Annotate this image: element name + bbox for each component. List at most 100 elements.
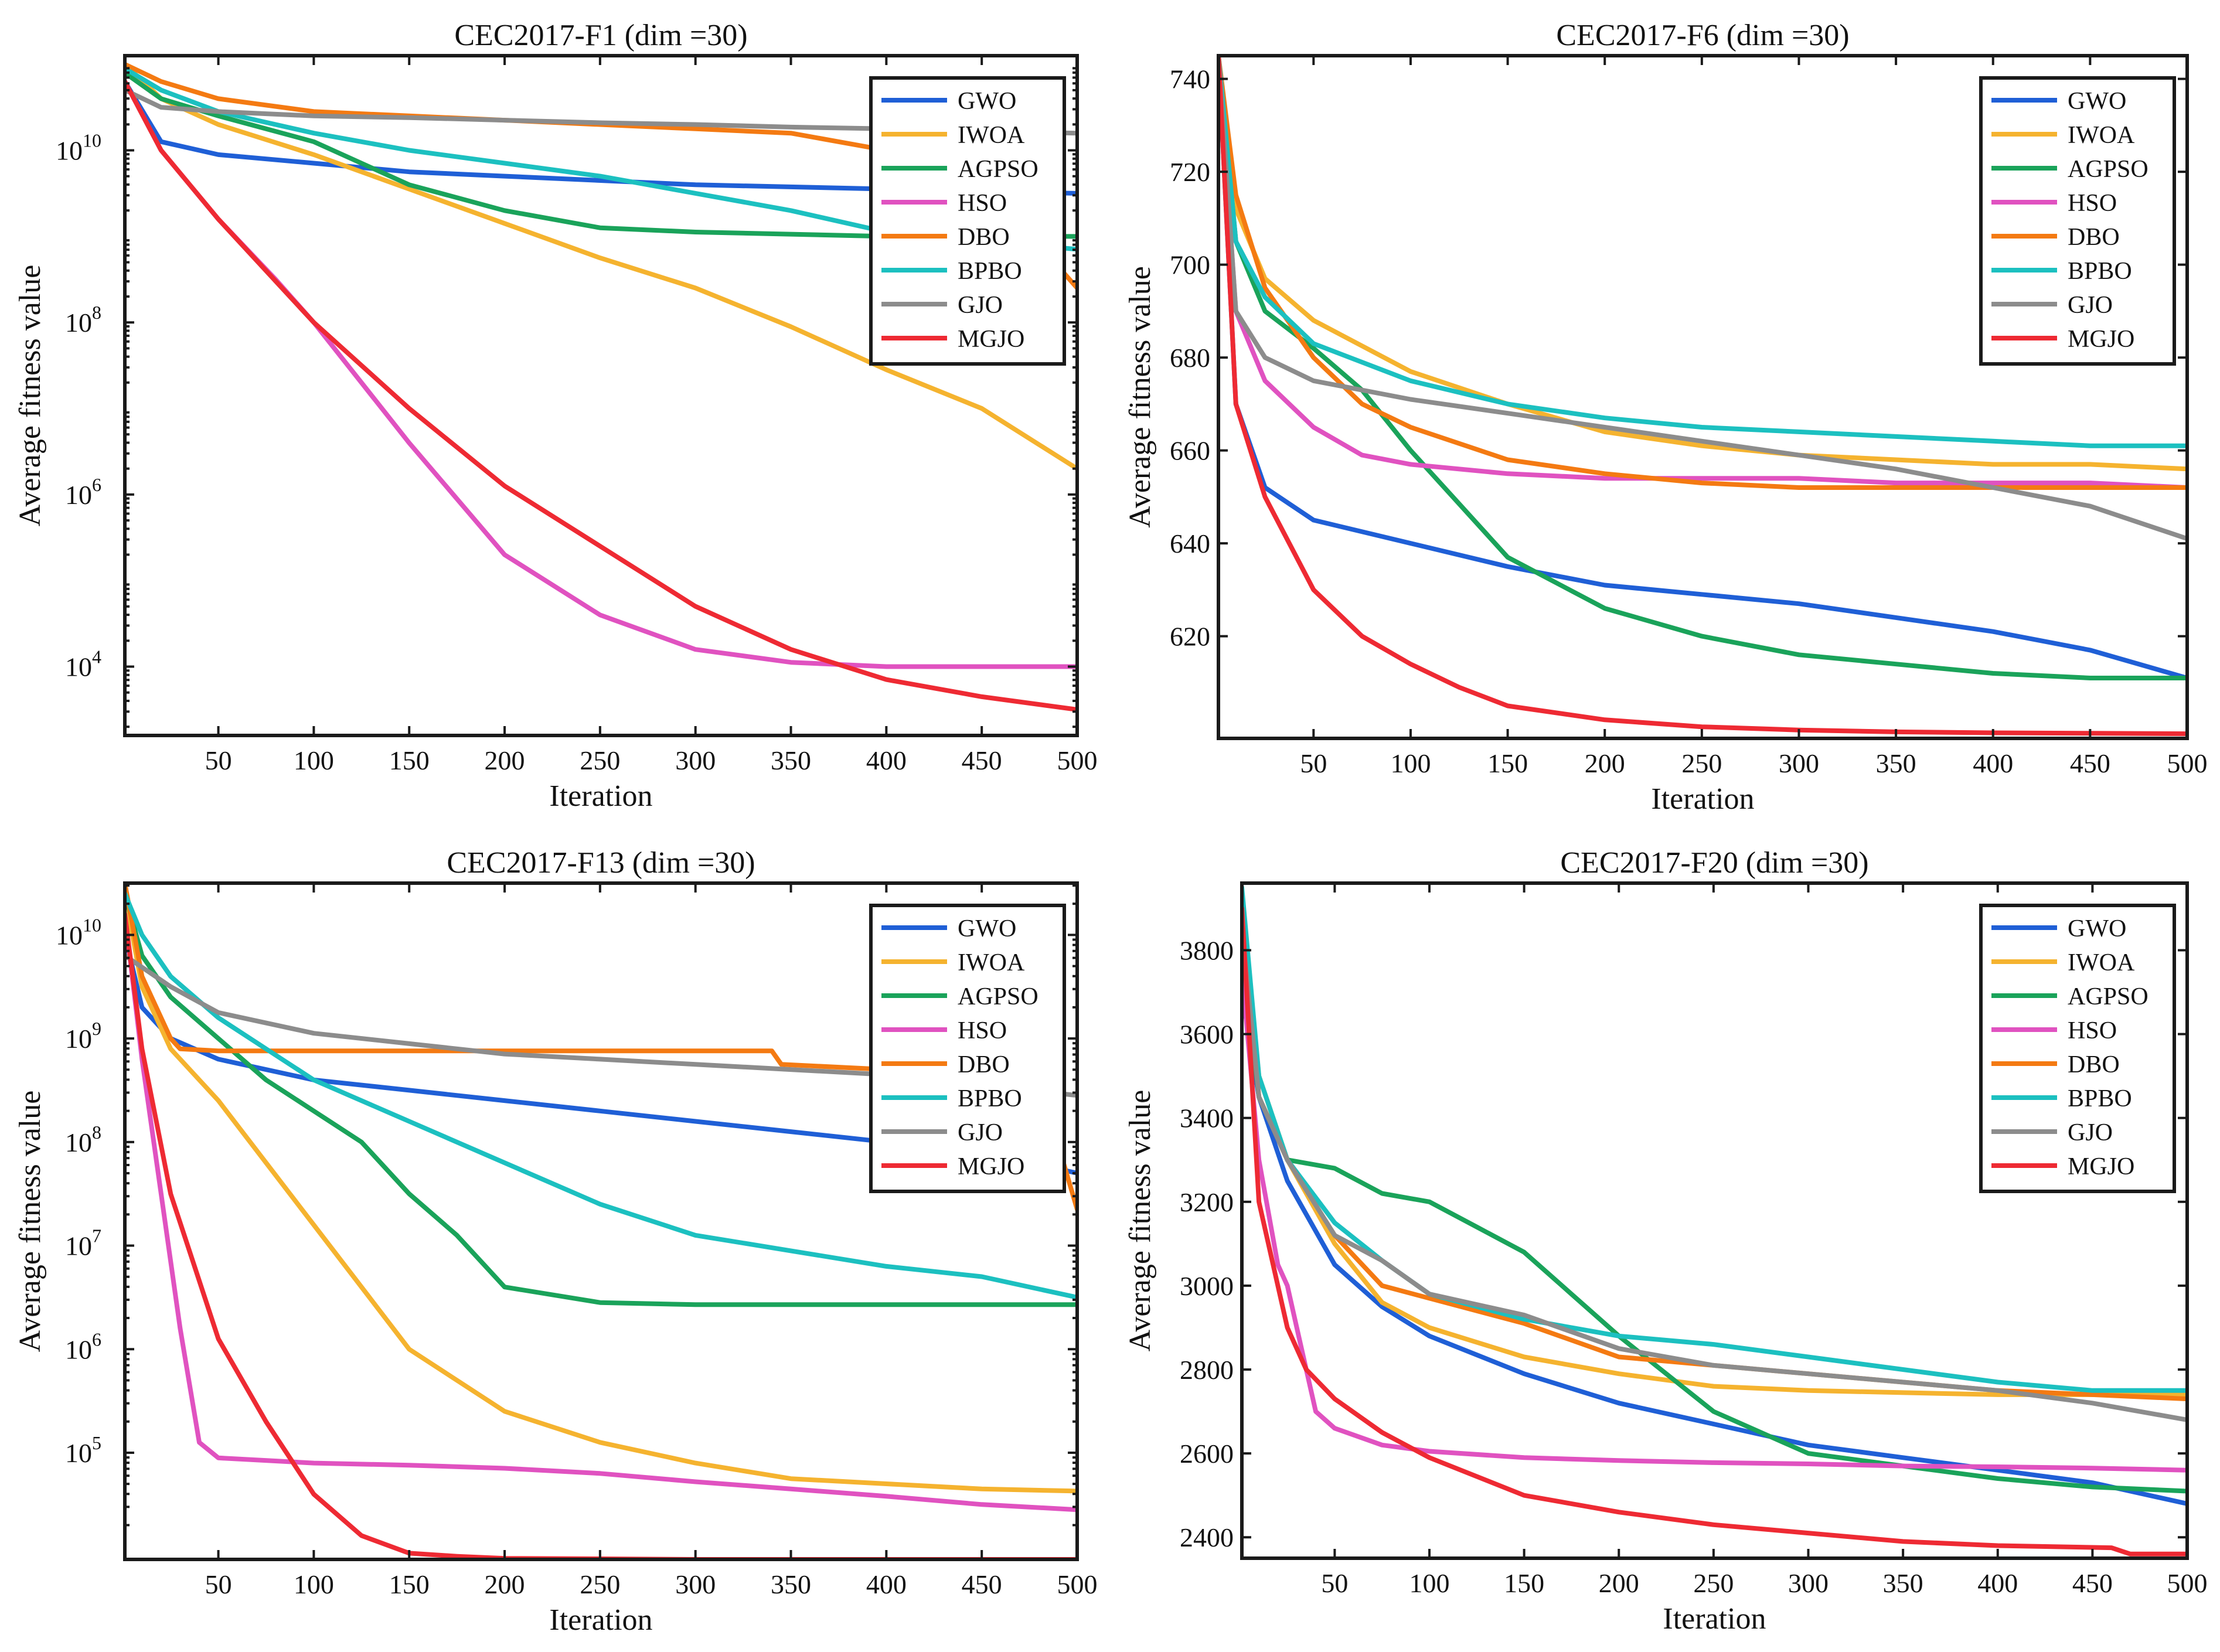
f20-legend-label-gwo: GWO <box>2068 915 2126 942</box>
f6-legend-label-gwo: GWO <box>2068 88 2126 115</box>
f13-x-tick-label: 350 <box>771 1569 811 1599</box>
f6-legend-label-hso: HSO <box>2068 190 2117 217</box>
f20-y-tick-label: 2600 <box>1180 1439 1234 1469</box>
f1-y-tick-label: 1010 <box>56 130 101 166</box>
f6-series-line-gwo <box>1218 56 2187 680</box>
f1-legend-label-dbo: DBO <box>958 224 1010 251</box>
f20-y-tick-label: 3800 <box>1180 935 1234 965</box>
f1-legend-label-agpso: AGPSO <box>958 156 1039 183</box>
f6-series-line-dbo <box>1218 56 2187 490</box>
chart-f1-svg: 50 100 150 200 250 300 350 400 450 500 1010 108 106 1… <box>13 19 1098 813</box>
f6-x-tick-label: 300 <box>1779 748 1819 778</box>
f13-x-tick-label: 200 <box>485 1569 525 1599</box>
f20-chart-title: CEC2017-F20 (dim =30) <box>1560 846 1868 880</box>
f6-legend-label-agpso: AGPSO <box>2068 156 2149 183</box>
f1-x-tick-label: 150 <box>389 745 430 775</box>
f6-x-tick-label: 500 <box>2167 748 2208 778</box>
f13-legend: GWO IWOA AGPSO HSO DBO BPBO GJO MGJO <box>869 904 1066 1193</box>
f6-y-tick-label: 620 <box>1170 622 1210 652</box>
f13-series-line-iwoa <box>125 891 1077 1494</box>
f1-series-line-mgjo <box>125 79 1077 712</box>
f13-legend-label-gwo: GWO <box>958 915 1016 942</box>
f20-legend-label-hso: HSO <box>2068 1017 2117 1044</box>
chart-f20-svg: 50 100 150 200 250 300 350 400 450 500 2400 2600 280… <box>1123 846 2208 1636</box>
f6-legend-label-mgjo: MGJO <box>2068 326 2134 353</box>
f6-x-tick-label: 400 <box>1973 748 2013 778</box>
f1-x-tick-label: 300 <box>675 745 716 775</box>
chart-f6-svg: 50 100 150 200 250 300 350 400 450 500 620 640 660 68… <box>1123 19 2208 816</box>
f6-legend-label-dbo: DBO <box>2068 224 2120 251</box>
f20-x-tick-label: 200 <box>1599 1568 1639 1598</box>
f20-series-line-mgjo <box>1242 905 2187 1556</box>
f13-y-tick-label: 1010 <box>56 914 101 950</box>
f1-x-tick-label: 250 <box>580 745 620 775</box>
f1-legend: GWO IWOA AGPSO HSO DBO BPBO GJO MGJO <box>869 76 1066 366</box>
f13-y-tick-label: 106 <box>65 1329 101 1364</box>
f6-y-tick-label: 740 <box>1170 64 1210 94</box>
chart-panel-f13: 50 100 150 200 250 300 350 400 450 500 1010 109 108 1… <box>0 826 1110 1651</box>
f13-legend-label-bpbo: BPBO <box>958 1085 1022 1112</box>
f13-y-tick-label: 107 <box>65 1225 101 1261</box>
f13-legend-label-iwoa: IWOA <box>958 949 1025 976</box>
chart-panel-f20: 50 100 150 200 250 300 350 400 450 500 2400 2600 280… <box>1110 826 2220 1651</box>
f1-x-tick-label: 100 <box>294 745 334 775</box>
f13-x-tick-label: 400 <box>866 1569 907 1599</box>
f1-y-tick-label: 106 <box>65 474 101 510</box>
f1-x-tick-label: 200 <box>485 745 525 775</box>
f20-legend: GWO IWOA AGPSO HSO DBO BPBO GJO MGJO <box>1979 904 2176 1193</box>
f6-series-line-bpbo <box>1218 56 2187 448</box>
f6-legend-box <box>1979 76 2176 366</box>
f1-legend-label-gjo: GJO <box>958 292 1003 319</box>
f13-series-line-bpbo <box>125 891 1077 1300</box>
f1-legend-box <box>869 76 1066 366</box>
f20-legend-box <box>1979 904 2176 1193</box>
f13-series-line-agpso <box>125 891 1077 1307</box>
f1-chart-title: CEC2017-F1 (dim =30) <box>454 19 747 52</box>
f13-y-axis-label: Average fitness value <box>13 1091 47 1353</box>
f6-chart-title: CEC2017-F6 (dim =30) <box>1556 19 1849 52</box>
f6-series-line-iwoa <box>1218 56 2187 472</box>
f6-y-tick-label: 720 <box>1170 157 1210 187</box>
f6-legend: GWO IWOA AGPSO HSO DBO BPBO GJO MGJO <box>1979 76 2176 366</box>
f6-x-tick-label: 150 <box>1487 748 1528 778</box>
f20-legend-label-dbo: DBO <box>2068 1051 2120 1078</box>
f20-x-tick-label: 400 <box>1977 1568 2018 1598</box>
f6-y-tick-label: 700 <box>1170 250 1210 280</box>
f20-y-tick-label: 3600 <box>1180 1020 1234 1050</box>
f1-legend-label-mgjo: MGJO <box>958 326 1024 353</box>
f1-y-tick-label: 104 <box>65 646 101 682</box>
f6-x-tick-label: 450 <box>2070 748 2110 778</box>
f13-series-line-hso <box>125 912 1077 1513</box>
f13-legend-label-hso: HSO <box>958 1017 1007 1044</box>
f13-x-tick-label: 100 <box>294 1569 334 1599</box>
f6-series-group <box>1218 56 2187 737</box>
f13-legend-label-mgjo: MGJO <box>958 1153 1024 1180</box>
f6-x-tick-label: 50 <box>1300 748 1327 778</box>
f20-y-tick-label: 3400 <box>1180 1103 1234 1133</box>
f13-legend-label-agpso: AGPSO <box>958 983 1039 1010</box>
f1-y-tick-label: 108 <box>65 302 101 338</box>
f13-x-tick-label: 50 <box>205 1569 232 1599</box>
f1-series-group <box>125 62 1077 712</box>
f13-series-line-mgjo <box>125 912 1077 1559</box>
f20-legend-label-bpbo: BPBO <box>2068 1085 2132 1112</box>
f20-x-axis-label: Iteration <box>1663 1602 1766 1636</box>
f6-x-tick-label: 100 <box>1390 748 1431 778</box>
f6-y-tick-label: 660 <box>1170 436 1210 466</box>
f6-x-tick-label: 250 <box>1681 748 1722 778</box>
f13-x-axis-label: Iteration <box>549 1603 652 1637</box>
f1-y-axis-label: Average fitness value <box>13 265 47 527</box>
f20-legend-label-mgjo: MGJO <box>2068 1153 2134 1180</box>
f6-x-tick-label: 350 <box>1876 748 1916 778</box>
f20-series-line-hso <box>1242 969 2187 1473</box>
f1-series-line-iwoa <box>125 62 1077 471</box>
f20-series-line-agpso <box>1242 948 2187 1494</box>
f6-x-axis-label: Iteration <box>1651 782 1754 816</box>
f13-x-tick-label: 250 <box>580 1569 620 1599</box>
f20-series-group <box>1242 885 2187 1556</box>
f20-x-tick-label: 150 <box>1504 1568 1544 1598</box>
f13-x-tick-label: 500 <box>1057 1569 1098 1599</box>
f20-legend-label-gjo: GJO <box>2068 1119 2113 1146</box>
f1-x-tick-label: 450 <box>962 745 1002 775</box>
f13-y-tick-label: 108 <box>65 1122 101 1157</box>
